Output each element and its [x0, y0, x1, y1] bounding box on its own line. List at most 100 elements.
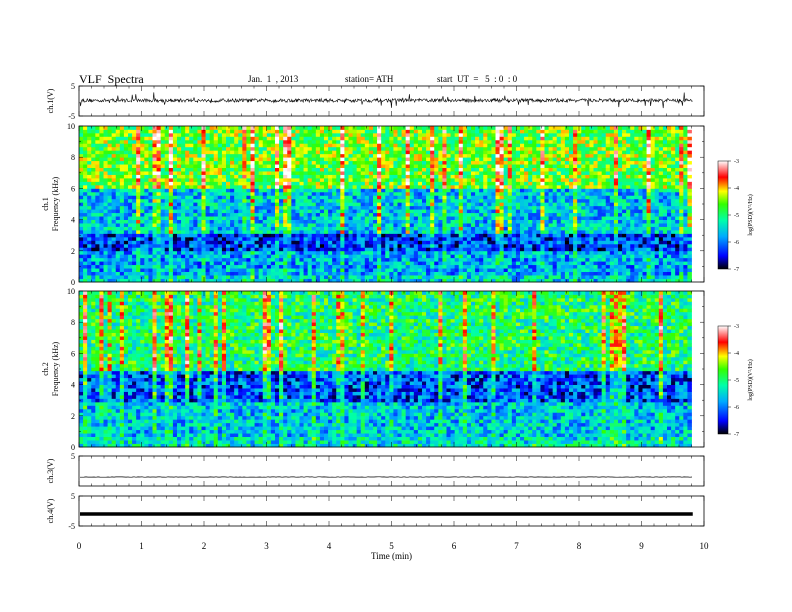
spectrogram-cell — [413, 143, 419, 148]
spectrogram-cell — [315, 250, 321, 255]
spectrogram-cell — [172, 157, 178, 162]
spectrogram-cell — [287, 264, 292, 269]
spectrogram-cell — [107, 164, 113, 168]
spectrogram-cell — [181, 146, 186, 151]
spectrogram-cell — [226, 240, 231, 245]
spectrogram-cell — [495, 257, 500, 262]
spectrogram-cell — [356, 129, 362, 134]
spectrogram-cell — [319, 216, 325, 220]
spectrogram-cell — [83, 202, 88, 207]
spectrogram-cell — [201, 254, 206, 259]
spectrogram-cell — [491, 171, 496, 175]
spectrogram-cell — [226, 188, 231, 193]
spectrogram-cell — [458, 233, 464, 238]
spectrogram-cell — [340, 216, 345, 220]
spectrogram-cell — [471, 209, 476, 214]
spectrogram-cell — [148, 157, 153, 162]
spectrogram-cell — [377, 139, 382, 144]
spectrogram-cell — [91, 132, 96, 137]
spectrogram-cell — [250, 264, 255, 269]
spectrogram-cell — [356, 209, 362, 214]
spectrogram-cell — [462, 178, 468, 182]
spectrogram-cell — [279, 268, 284, 272]
spectrogram-cell — [438, 205, 443, 210]
spectrogram-cell — [462, 271, 468, 276]
spectrogram-cell — [356, 178, 362, 182]
spectrogram-cell — [471, 157, 476, 162]
spectrogram-cell — [91, 261, 96, 266]
spectrogram-cell — [315, 136, 321, 141]
spectrogram-cell — [193, 212, 198, 217]
spectrogram-cell — [123, 167, 129, 172]
spectrogram-cell — [483, 139, 488, 144]
spectrogram-cell — [515, 219, 521, 224]
spectrogram-cell — [328, 202, 333, 207]
spectrogram-cell — [401, 139, 407, 144]
spectrogram-cell — [123, 205, 129, 210]
spectrogram-cell — [193, 233, 198, 238]
spectrogram-cell — [438, 188, 443, 193]
spectrogram-cell — [254, 271, 260, 276]
spectrogram-cell — [471, 191, 476, 196]
spectrogram-cell — [393, 129, 398, 134]
spectrogram-cell — [413, 247, 419, 252]
spectrogram-cell — [213, 153, 219, 158]
spectrogram-cell — [311, 275, 317, 279]
spectrogram-cell — [503, 139, 509, 144]
spectrogram-cell — [344, 160, 349, 165]
spectrogram-cell — [266, 257, 272, 262]
spectrogram-cell — [107, 236, 113, 241]
spectrogram-cell — [495, 202, 500, 207]
spectrogram-cell — [156, 171, 162, 175]
spectrogram-cell — [336, 271, 341, 276]
spectrogram-cell — [499, 157, 505, 162]
spectrogram-cell — [373, 139, 378, 144]
spectrogram-cell — [454, 139, 460, 144]
spectrogram-cell — [193, 132, 198, 137]
spectrogram-cell — [177, 268, 182, 272]
spectrogram-cell — [422, 191, 427, 196]
spectrogram-cell — [426, 254, 431, 259]
start-time-label: start UT = 5 : 0 : 0 — [437, 74, 518, 84]
spectrogram-cell — [364, 126, 370, 130]
spectrogram-cell — [511, 271, 517, 276]
spectrogram-cell — [450, 184, 456, 189]
spectrogram-cell — [197, 205, 202, 210]
spectrogram-cell — [242, 191, 247, 196]
spectrogram-cell — [234, 233, 239, 238]
spectrogram-cell — [373, 278, 378, 283]
spectrogram-cell — [479, 254, 484, 259]
spectrogram-cell — [132, 216, 137, 220]
spectrogram-cell — [209, 132, 215, 137]
spectrogram-cell — [238, 188, 243, 193]
spectrogram-cell — [119, 240, 125, 245]
spectrogram-cell — [438, 216, 443, 220]
spectrogram-cell — [168, 198, 174, 203]
spectrogram-cell — [434, 136, 439, 141]
spectrogram-cell — [373, 167, 378, 172]
spectrogram-cell — [450, 160, 456, 165]
spectrogram-cell — [311, 167, 317, 172]
spectrogram-cell — [471, 132, 476, 137]
spectrogram-cell — [446, 219, 451, 224]
spectrogram-cell — [495, 236, 500, 241]
spectrogram-cell — [87, 219, 92, 224]
spectrogram-cell — [270, 198, 276, 203]
spectrogram-cell — [344, 195, 349, 200]
spectrogram-cell — [303, 136, 309, 141]
spectrogram-cell — [475, 178, 480, 182]
spectrogram-cell — [250, 223, 255, 227]
spectrogram-cell — [270, 254, 276, 259]
spectrogram-cell — [140, 136, 145, 141]
spectrogram-cell — [181, 240, 186, 245]
spectrogram-cell — [254, 236, 260, 241]
spectrogram-cell — [413, 278, 419, 283]
spectrogram-cell — [364, 250, 370, 255]
spectrogram-cell — [295, 181, 300, 186]
spectrogram-cell — [144, 157, 149, 162]
spectrogram-cell — [128, 129, 133, 134]
spectrogram-cell — [475, 216, 480, 220]
spectrogram-cell — [352, 243, 358, 248]
spectrogram-cell — [230, 261, 235, 266]
spectrogram-cell — [405, 243, 411, 248]
